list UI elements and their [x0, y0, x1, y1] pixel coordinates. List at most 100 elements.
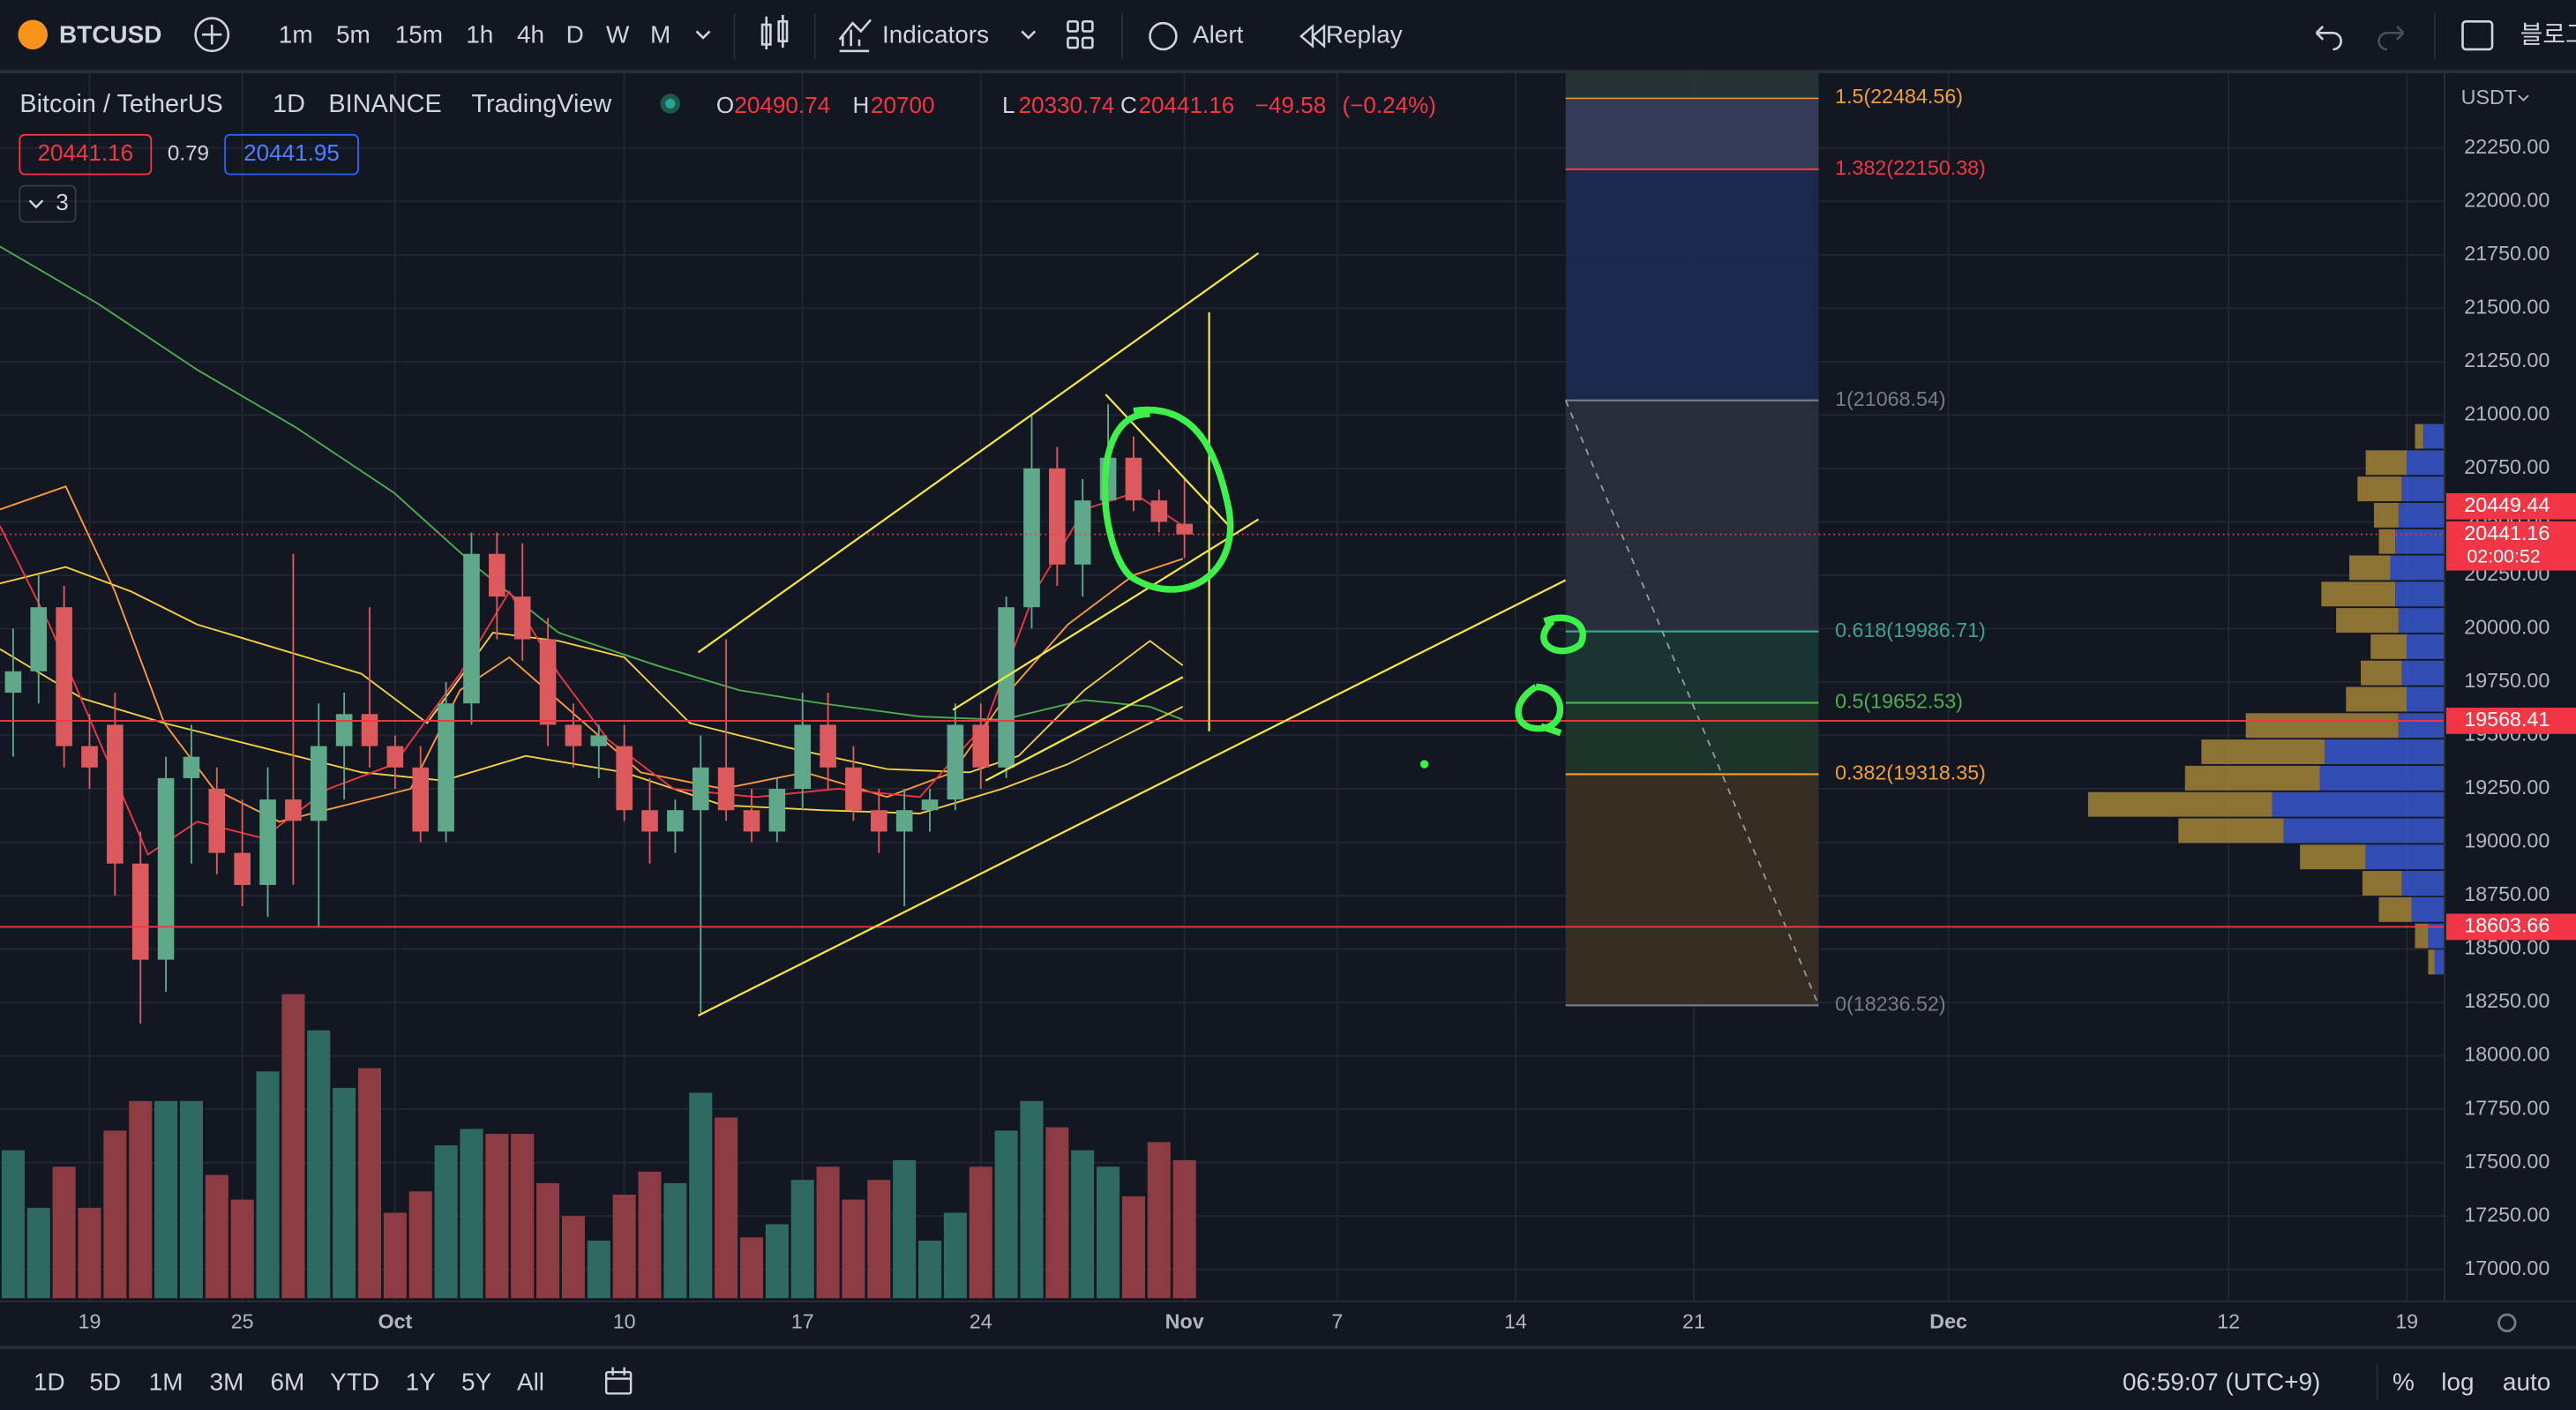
volume-bar [536, 1182, 560, 1299]
interval[interactable]: 1m [279, 20, 313, 48]
percent-toggle[interactable]: % [2393, 1368, 2415, 1395]
price-tag [2445, 492, 2576, 520]
profile-up [2378, 896, 2412, 922]
price-lines [0, 533, 2445, 928]
volume-bar [867, 1180, 891, 1299]
intervals: 1m 5m 15m 1h 4h D W M [279, 20, 670, 48]
indicators-button[interactable]: Indicators [882, 20, 989, 48]
profile-down [2272, 791, 2445, 817]
symbol-icon [18, 19, 49, 49]
volume-bar [765, 1224, 789, 1299]
redo[interactable] [2378, 25, 2405, 51]
range[interactable]: All [517, 1368, 544, 1395]
candle-body [692, 767, 709, 811]
volume-bar [1045, 1127, 1069, 1299]
y-tick-label: 18000.00 [2464, 1043, 2550, 1066]
profile-down [2398, 713, 2445, 739]
interval[interactable]: 5m [336, 20, 371, 48]
x-tick-label: 19 [79, 1309, 101, 1332]
interval[interactable]: D [566, 20, 584, 48]
chart-type[interactable] [760, 14, 789, 49]
candle-body [438, 703, 454, 832]
range[interactable]: YTD [330, 1368, 379, 1395]
x-tick-label: 21 [1682, 1309, 1705, 1332]
range[interactable]: 3M [210, 1368, 244, 1395]
volume-bar [663, 1182, 687, 1299]
x-tick-label: 7 [1331, 1309, 1343, 1332]
settings-icon[interactable] [2497, 1313, 2517, 1332]
candle-body [870, 810, 887, 832]
profile-down [2428, 923, 2445, 949]
range[interactable]: 6M [270, 1368, 304, 1395]
volume-bar [103, 1130, 127, 1299]
interval[interactable]: 15m [395, 20, 443, 48]
interval[interactable]: W [606, 20, 630, 48]
log-toggle[interactable]: log [2441, 1368, 2474, 1395]
replay-button[interactable]: Replay [1326, 20, 1403, 48]
price-tag [2445, 708, 2576, 734]
interval[interactable]: 1h [466, 20, 493, 48]
range[interactable]: 5D [89, 1368, 121, 1395]
chevron[interactable] [1021, 30, 1037, 40]
volume-bar [281, 994, 305, 1299]
undo[interactable] [2315, 25, 2342, 51]
fib-zone [1565, 702, 1819, 775]
chevron [2518, 94, 2529, 102]
volume-bar [307, 1030, 331, 1299]
alert-button[interactable]: Alert [1193, 20, 1244, 48]
ask-box[interactable] [224, 133, 359, 176]
range[interactable]: 1M [149, 1368, 183, 1395]
interval[interactable]: M [650, 20, 670, 48]
candle-body [1023, 468, 1040, 608]
add-symbol[interactable] [194, 17, 230, 53]
goto-date[interactable] [604, 1367, 633, 1395]
range[interactable]: 1D [34, 1368, 65, 1395]
profile-up [2428, 949, 2435, 975]
candle-body [1125, 457, 1142, 501]
layout-icon[interactable] [1067, 20, 1094, 49]
x-tick-label: 19 [2395, 1309, 2418, 1332]
fullscreen[interactable] [2461, 20, 2494, 51]
indicator-toggle[interactable] [19, 184, 77, 223]
volume-bar [816, 1166, 840, 1299]
close-label: C [1120, 92, 1137, 118]
legend-source: TradingView [471, 90, 611, 118]
volume-bar [383, 1212, 407, 1299]
range[interactable]: 1Y [406, 1368, 437, 1395]
profile-down [2325, 739, 2445, 765]
x-tick-label: 25 [231, 1309, 254, 1332]
fib-label: 0.5(19652.53) [1835, 690, 1963, 713]
profile-up [2373, 502, 2399, 528]
auto-toggle[interactable]: auto [2503, 1368, 2550, 1395]
candle-body [489, 553, 505, 597]
brush-circle [1540, 614, 1586, 655]
trendline [697, 579, 1567, 1016]
symbol[interactable]: BTCUSD [59, 20, 161, 48]
interval[interactable]: 4h [517, 20, 544, 48]
range[interactable]: 5Y [461, 1368, 492, 1395]
x-tick-label: 17 [791, 1309, 814, 1332]
high-label: H [853, 92, 870, 118]
bid-box[interactable] [19, 133, 153, 176]
time-axis: 19 25 Oct 10 17 24 Nov 7 14 21 Dec 12 19 [79, 1309, 2419, 1332]
toolbar [0, 0, 2576, 71]
candle-body [794, 724, 812, 789]
profile-up [2321, 581, 2396, 607]
indicators-icon [838, 19, 872, 53]
date-ranges: 1D 5D 1M 3M 6M YTD 1Y 5Y All [34, 1368, 544, 1395]
trendline [952, 518, 1260, 711]
ask: 20441.95 [243, 139, 340, 166]
fib-label: 1.382(22150.38) [1835, 156, 1986, 179]
candle-body [1074, 500, 1091, 565]
profile-down [2407, 634, 2445, 659]
fib-label: 0.382(19318.35) [1835, 761, 1986, 784]
account[interactable]: 블로그 [2520, 20, 2576, 48]
volume-bar [969, 1166, 992, 1299]
candle-body [131, 863, 149, 960]
chevron[interactable] [695, 30, 711, 40]
volume-bar [26, 1207, 50, 1299]
profile-up [2346, 686, 2408, 712]
volume-bar [408, 1191, 432, 1299]
volume-bar [1071, 1150, 1095, 1299]
